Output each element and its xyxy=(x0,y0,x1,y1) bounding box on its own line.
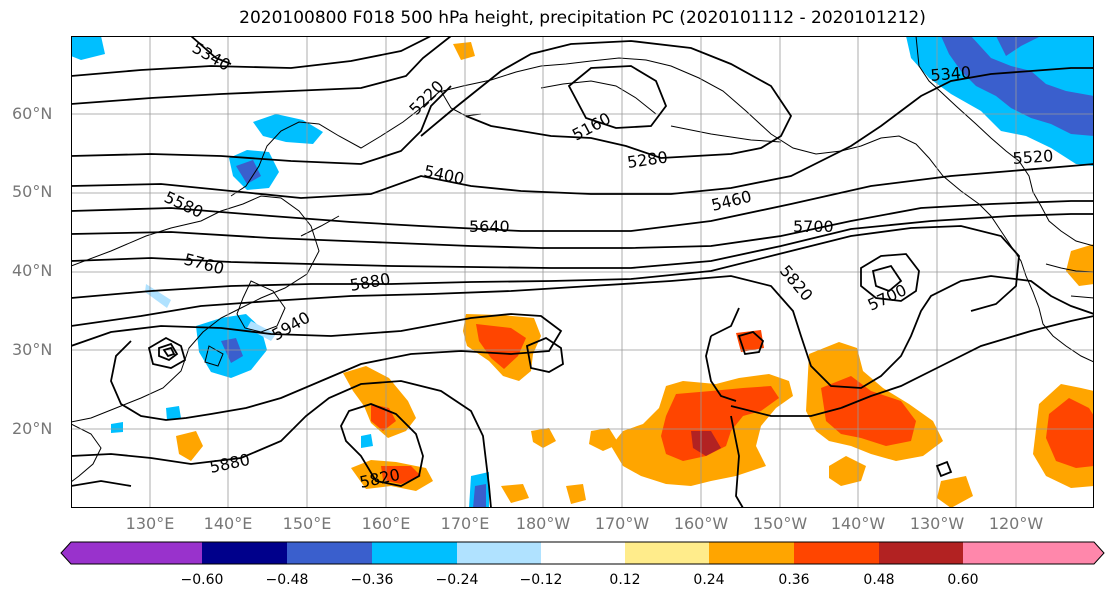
lat-label-30n: 30°N xyxy=(12,340,53,359)
lon-label-160e: 160°E xyxy=(361,514,411,533)
lon-label-170e: 170°E xyxy=(440,514,490,533)
colorbar-segment xyxy=(61,542,202,564)
lat-label-60n: 60°N xyxy=(12,104,53,123)
chart-title: 2020100800 F018 500 hPa height, precipit… xyxy=(239,8,926,28)
colorbar-tick: −0.24 xyxy=(435,572,479,588)
contour-label: 5340 xyxy=(930,63,972,85)
colorbar-segment xyxy=(202,542,287,564)
colorbar-segment xyxy=(794,542,879,564)
lon-label-120w: 120°W xyxy=(988,514,1044,533)
map-frame xyxy=(71,36,1094,508)
colorbar-tick: 0.60 xyxy=(947,572,979,588)
colorbar-segment xyxy=(625,542,709,564)
graticule xyxy=(71,36,1094,508)
colorbar-tick: −0.12 xyxy=(519,572,563,588)
colorbar-tick: −0.48 xyxy=(265,572,309,588)
lon-label-130e: 130°E xyxy=(125,514,175,533)
lon-label-140w: 140°W xyxy=(830,514,886,533)
lon-label-150e: 150°E xyxy=(282,514,332,533)
lon-label-170w: 170°W xyxy=(594,514,650,533)
colorbar-segment xyxy=(963,542,1104,564)
colorbar-segment xyxy=(457,542,541,564)
precip-negative-shading xyxy=(71,36,1094,508)
contour-label: 5640 xyxy=(469,217,510,236)
colorbar-outline xyxy=(60,541,1105,565)
colorbar-segment xyxy=(287,542,372,564)
precip-positive-shading xyxy=(176,42,1094,508)
colorbar-segment xyxy=(879,542,963,564)
colorbar-tick: 0.24 xyxy=(693,572,725,588)
height-contours xyxy=(71,36,1094,508)
colorbar xyxy=(60,541,1105,565)
lon-label-180w: 180°W xyxy=(515,514,571,533)
colorbar-tick: −0.60 xyxy=(180,572,224,588)
colorbar-tick: −0.36 xyxy=(350,572,394,588)
lat-label-50n: 50°N xyxy=(12,182,53,201)
colorbar-segment xyxy=(372,542,457,564)
lat-label-20n: 20°N xyxy=(12,419,53,438)
colorbar-segment xyxy=(709,542,794,564)
lon-label-160w: 160°W xyxy=(673,514,729,533)
map-panel: 5340 5220 5160 5280 5400 5580 5460 5520 … xyxy=(71,36,1094,508)
colorbar-tick: 0.36 xyxy=(778,572,810,588)
colorbar-tick: 0.48 xyxy=(863,572,895,588)
colorbar-segments xyxy=(61,542,1104,564)
contour-label: 5700 xyxy=(793,217,834,236)
colorbar-tick: 0.12 xyxy=(609,572,641,588)
lon-label-130w: 130°W xyxy=(909,514,965,533)
lon-label-140e: 140°E xyxy=(203,514,253,533)
lon-label-150w: 150°W xyxy=(752,514,808,533)
contour-label: 5520 xyxy=(1012,146,1054,168)
lat-label-40n: 40°N xyxy=(12,261,53,280)
colorbar-segment xyxy=(541,542,625,564)
